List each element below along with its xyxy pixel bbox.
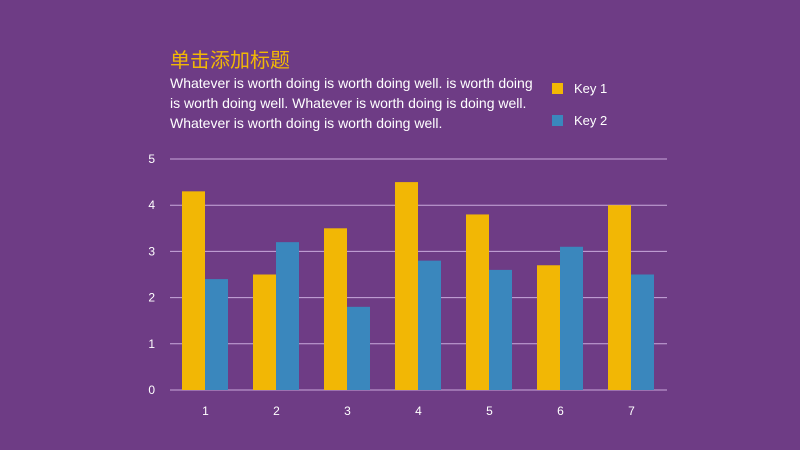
bar-key-2-cat-7[interactable]	[631, 274, 654, 391]
legend-label-key-1: Key 1	[574, 80, 608, 96]
x-tick-label: 6	[557, 404, 564, 418]
legend-item-key-2: Key 2	[552, 110, 607, 130]
y-tick-label: 4	[148, 198, 155, 212]
legend-swatch-key-1	[552, 82, 563, 94]
bar-key-1-cat-3[interactable]	[324, 228, 347, 390]
bar-key-2-cat-6[interactable]	[560, 246, 583, 390]
legend-swatch-key-2	[552, 114, 563, 126]
bar-key-2-cat-1[interactable]	[205, 279, 228, 390]
bar-key-1-cat-1[interactable]	[182, 191, 205, 390]
y-tick-label: 0	[148, 383, 155, 397]
x-tick-label: 4	[415, 404, 422, 418]
bar-key-1-cat-2[interactable]	[253, 274, 276, 391]
body-text[interactable]: Whatever is worth doing is worth doing w…	[170, 75, 533, 131]
bar-key-1-cat-6[interactable]	[537, 265, 560, 390]
x-tick-label: 5	[486, 404, 493, 418]
bar-key-2-cat-5[interactable]	[489, 269, 512, 390]
y-tick-label: 5	[148, 152, 155, 166]
chart-legend: Key 1 Key 2	[552, 78, 607, 142]
y-tick-label: 1	[148, 337, 155, 351]
bar-key-2-cat-2[interactable]	[276, 242, 299, 390]
bar-key-1-cat-5[interactable]	[466, 214, 489, 390]
legend-item-key-1: Key 1	[552, 78, 607, 98]
x-tick-label: 7	[628, 404, 635, 418]
x-tick-label: 2	[273, 404, 280, 418]
x-tick-label: 3	[344, 404, 351, 418]
bar-key-1-cat-7[interactable]	[608, 205, 631, 390]
bar-key-1-cat-4[interactable]	[395, 182, 418, 390]
slide-title[interactable]: 单击添加标题	[170, 48, 290, 72]
bar-key-2-cat-3[interactable]	[347, 306, 370, 390]
y-tick-label: 3	[148, 244, 155, 258]
x-tick-label: 1	[202, 404, 209, 418]
legend-label-key-2: Key 2	[574, 112, 608, 128]
y-tick-label: 2	[148, 291, 155, 305]
bar-key-2-cat-4[interactable]	[418, 260, 441, 390]
